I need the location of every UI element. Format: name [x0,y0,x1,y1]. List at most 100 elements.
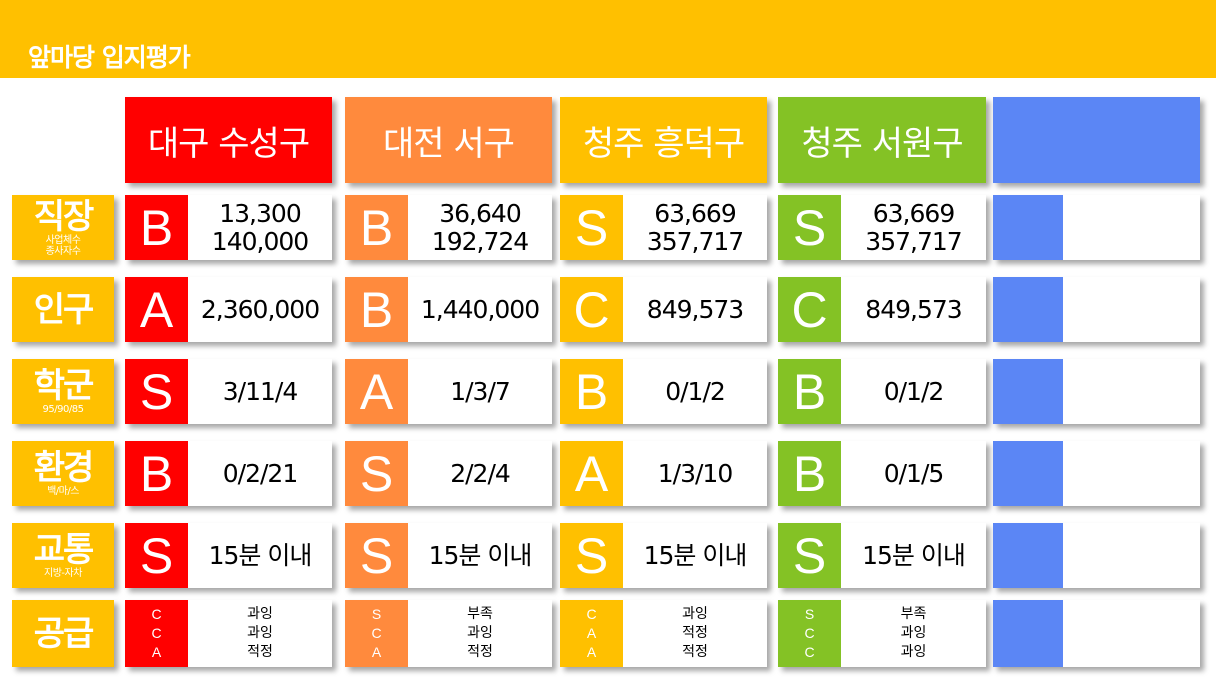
grade-cell: S 15분 이내 [125,523,332,588]
grade-cell: A 1/3/7 [345,359,552,424]
cell-value: 과잉 적정 적정 [623,600,767,667]
text-line: A [371,644,382,660]
text-line: 15분 이내 [428,540,533,570]
text-line: 15분 이내 [208,540,313,570]
cell-value: 1,440,000 [408,277,552,342]
text-line: 적정 [467,644,493,660]
grade-cell: S C C 부족 과잉 과잉 [778,600,986,667]
text-line: 1/3/7 [450,376,511,406]
text-line: 192,724 [431,226,529,256]
empty-grade-badge [993,441,1063,506]
text-line: 과잉 [247,625,273,641]
text-line: 0/1/5 [883,458,945,488]
grade-badge: S [778,523,841,588]
region-header: 청주 서원구 [778,97,986,183]
empty-cell [993,277,1200,342]
region-header: 대구 수성구 [125,97,332,183]
text-line: C [151,625,162,641]
cell-value: 과잉 과잉 적정 [188,600,332,667]
grade-badge: B [560,359,623,424]
grade-badge: S [125,359,188,424]
cell-value: 3/11/4 [188,359,332,424]
text-line: A [151,644,162,660]
row-label: 공급 [12,600,114,667]
text-line: C [151,606,162,622]
grade-badge: C [560,277,623,342]
row-label-subtitle: 95/90/85 [42,404,84,415]
cell-value: 0/2/21 [188,441,332,506]
row-label-subtitle: 종사자수 [45,245,81,257]
grade-badge: A [560,441,623,506]
text-line: 0/2/21 [222,458,298,488]
grade-badge: A [345,359,408,424]
grade-cell: B 0/2/21 [125,441,332,506]
row-label: 학군 95/90/85 [12,359,114,424]
text-line: A [586,644,597,660]
text-line: 과잉 [682,606,708,622]
grade-cell: B 0/1/2 [560,359,767,424]
grade-badge: S [778,195,841,260]
empty-grade-badge [993,359,1063,424]
grade-cell: S 63,669 357,717 [560,195,767,260]
grade-cell: B 0/1/5 [778,441,986,506]
grade-cell: C 849,573 [778,277,986,342]
text-line: 적정 [682,625,708,641]
grade-cell: C C A 과잉 과잉 적정 [125,600,332,667]
cell-value: 15분 이내 [408,523,552,588]
text-line: 3/11/4 [222,376,298,406]
text-line: 357,717 [865,226,962,256]
cell-value: 849,573 [623,277,767,342]
row-label-title: 직장 [33,196,95,237]
row-label-title: 공급 [33,613,95,654]
grade-cell: S 15분 이내 [560,523,767,588]
grade-cell: A 1/3/10 [560,441,767,506]
row-label-title: 학군 [33,366,95,406]
row-label-subtitle: 백/마/스 [47,486,79,497]
text-line: 적정 [247,644,273,660]
grade-badge: S [345,523,408,588]
row-label-subtitle: 지방-자차 [44,568,82,579]
empty-grade-badge [993,523,1063,588]
row-label: 환경 백/마/스 [12,441,114,506]
grade-badge: S [560,523,623,588]
grade-cell: S C A 부족 과잉 적정 [345,600,552,667]
cell-value: 부족 과잉 과잉 [841,600,986,667]
cell-value: 849,573 [841,277,986,342]
empty-cell [993,600,1200,667]
empty-grade-badge [993,600,1063,667]
empty-cell [993,523,1200,588]
cell-value: 36,640 192,724 [408,195,552,260]
text-line: S [804,606,815,622]
cell-value: 1/3/7 [408,359,552,424]
grade-badge: C [778,277,841,342]
grade-cell: B 1,440,000 [345,277,552,342]
text-line: 36,640 [439,198,521,228]
grade-badge: B [345,277,408,342]
grade-cell: C 849,573 [560,277,767,342]
empty-cell [993,359,1200,424]
region-header: 대전 서구 [345,97,552,183]
text-line: 적정 [682,644,708,660]
cell-value: 15분 이내 [841,523,986,588]
text-line: S [371,606,382,622]
text-line: 과잉 [900,644,927,660]
text-line: C [804,625,815,641]
grade-cell: B 13,300 140,000 [125,195,332,260]
text-line: C [371,625,382,641]
text-line: 15분 이내 [643,540,748,570]
cell-value: 63,669 357,717 [623,195,767,260]
text-line: 357,717 [646,226,744,256]
cell-value: 15분 이내 [188,523,332,588]
row-label-title: 인구 [33,289,95,330]
text-line: 부족 [467,606,493,622]
text-line: 부족 [900,606,927,622]
text-line: C [586,606,597,622]
text-line: 2/2/4 [450,458,511,488]
row-label: 교통 지방-자차 [12,523,114,588]
empty-grade-badge [993,277,1063,342]
text-line: 과잉 [900,625,927,641]
text-line: 849,573 [865,294,962,324]
grade-badge: S [345,441,408,506]
